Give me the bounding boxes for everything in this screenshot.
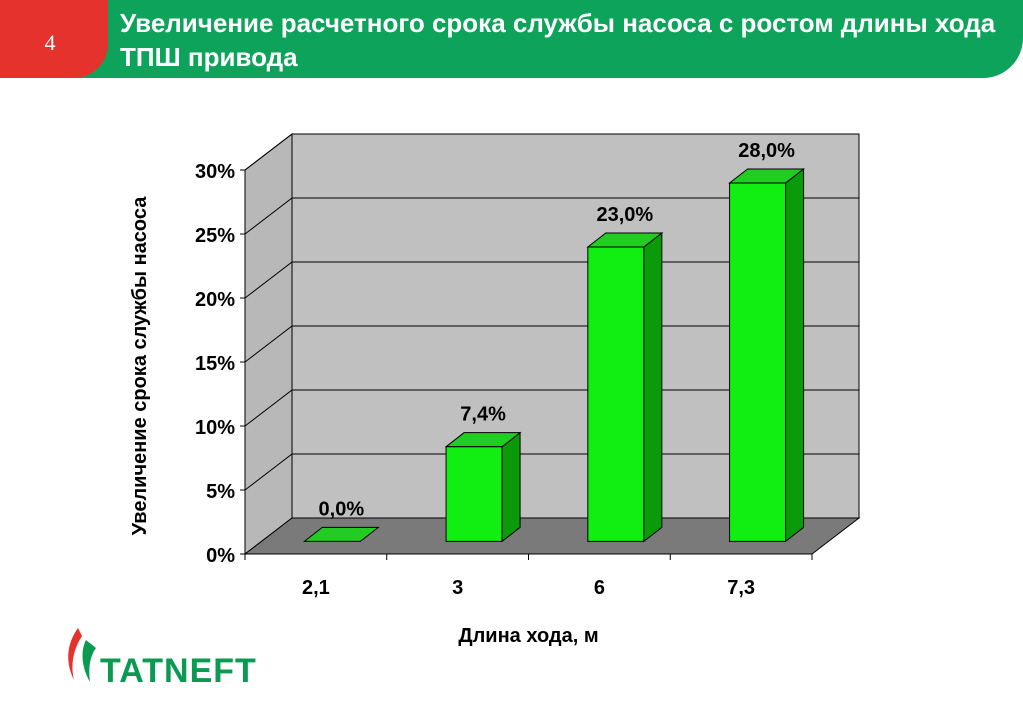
x-tick-label: 6 <box>594 577 605 599</box>
x-axis-title: Длина хода, м <box>458 625 598 647</box>
logo-text: TATNEFT <box>100 652 257 690</box>
data-label: 28,0% <box>738 140 795 162</box>
gridline <box>244 325 859 363</box>
slide-title: Увеличение расчетного срока службы насос… <box>120 8 996 72</box>
gridline <box>244 197 859 235</box>
data-label: 0,0% <box>319 498 365 520</box>
y-tick-label: 20% <box>195 289 235 311</box>
bar-side <box>501 431 521 543</box>
bar-top <box>728 168 806 184</box>
gridline <box>244 133 859 171</box>
gridline <box>244 261 859 299</box>
tatneft-logo-icon <box>68 628 96 682</box>
bar <box>729 182 787 542</box>
bar-top <box>302 526 380 542</box>
y-tick-label: 10% <box>195 417 235 439</box>
y-tick-label: 15% <box>195 353 235 375</box>
y-tick-label: 5% <box>206 481 235 503</box>
gridline <box>244 389 859 427</box>
bar-side <box>643 231 663 543</box>
x-tick-label: 2,1 <box>302 577 330 599</box>
bar-side <box>785 167 805 543</box>
bar <box>587 246 645 542</box>
bar <box>445 446 503 542</box>
slide-number: 4 <box>44 30 56 55</box>
bar-top <box>444 432 522 448</box>
y-tick-label: 25% <box>195 225 235 247</box>
y-tick-label: 30% <box>195 161 235 183</box>
y-axis-title: Увеличение срока службы насоса <box>129 196 151 536</box>
data-label: 23,0% <box>596 204 653 226</box>
gridline <box>244 453 859 491</box>
x-tick-label: 7,3 <box>727 577 755 599</box>
data-label: 7,4% <box>460 404 506 426</box>
y-tick-label: 0% <box>206 545 235 567</box>
x-tick-label: 3 <box>452 577 463 599</box>
slide-header: 4 Увеличение расчетного срока службы нас… <box>0 0 1023 78</box>
bar-top <box>586 232 664 248</box>
slide-number-badge: 4 <box>0 0 108 78</box>
